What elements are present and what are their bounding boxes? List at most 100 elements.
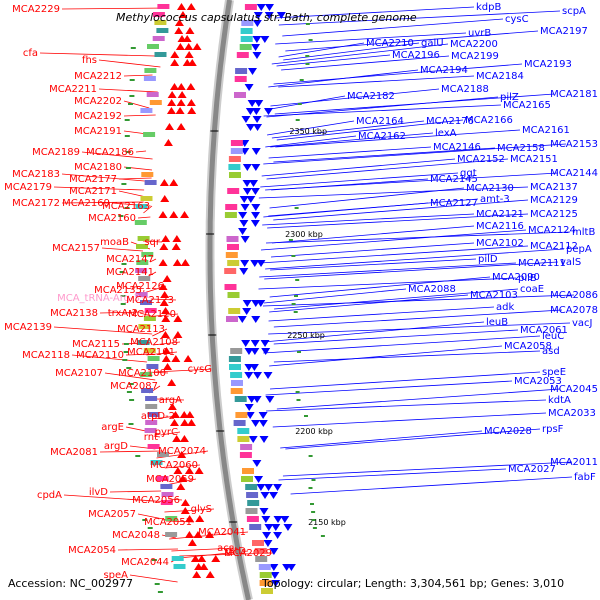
- gene-label-left[interactable]: MCA2180: [74, 162, 122, 173]
- gene-label-left[interactable]: speA: [103, 570, 128, 581]
- gene-label-right[interactable]: MCA2102: [476, 238, 524, 249]
- gene-label-right[interactable]: MCA2166: [465, 115, 513, 126]
- gene-label-right[interactable]: MCA2194: [420, 65, 468, 76]
- gene-label-left[interactable]: rnt: [144, 432, 158, 443]
- gene-label-left[interactable]: fhs: [82, 55, 97, 66]
- gene-label-right[interactable]: MCA2158: [497, 143, 545, 154]
- gene-label-left[interactable]: MCA2107: [55, 368, 103, 379]
- gene-label-left[interactable]: MCA2120: [128, 309, 176, 320]
- gene-label-right[interactable]: MCA2045: [550, 384, 598, 395]
- gene-label-right[interactable]: MCA2164: [356, 116, 404, 127]
- gene-label-left[interactable]: MCA2212: [74, 71, 122, 82]
- gene-label-left[interactable]: MCA2041: [198, 527, 246, 538]
- gene-label-left[interactable]: MCA2211: [49, 84, 97, 95]
- gene-label-left[interactable]: MCA2163: [102, 201, 150, 212]
- gene-label-right[interactable]: pilZ: [500, 92, 519, 103]
- gene-label-left[interactable]: MCA2177: [69, 174, 117, 185]
- gene-label-right[interactable]: coaE: [520, 284, 544, 295]
- gene-label-left[interactable]: MCA2157: [52, 243, 100, 254]
- gene-label-left[interactable]: MCA2179: [4, 182, 52, 193]
- gene-label-right[interactable]: vacJ: [572, 318, 593, 329]
- gene-label-left[interactable]: MCA2186: [86, 147, 134, 158]
- gene-label-right[interactable]: MCA2124: [528, 225, 576, 236]
- gene-label-left[interactable]: MCA2051: [144, 517, 192, 528]
- gene-label-right[interactable]: MCA2103: [470, 290, 518, 301]
- gene-label-left[interactable]: MCA2229: [12, 4, 60, 15]
- gene-label-right[interactable]: MCA2130: [466, 183, 514, 194]
- gene-label-left[interactable]: MCA2108: [130, 337, 178, 348]
- gene-label-left[interactable]: MCA2059: [146, 474, 194, 485]
- gene-label-right[interactable]: MCA2153: [550, 139, 598, 150]
- gene-label-left[interactable]: sqr: [144, 237, 161, 248]
- gene-label-left[interactable]: argA: [159, 395, 182, 406]
- gene-label-left[interactable]: MCA2081: [50, 447, 98, 458]
- gene-label-left[interactable]: argE: [101, 422, 124, 433]
- gene-label-right[interactable]: MCA2011: [550, 457, 598, 468]
- gene-label-left[interactable]: argD: [104, 441, 128, 452]
- gene-label-right[interactable]: pilB: [518, 273, 537, 284]
- gene-label-right[interactable]: leuC: [542, 331, 564, 342]
- gene-label-left[interactable]: gltD: [225, 546, 246, 557]
- gene-label-left[interactable]: MCA2135: [94, 285, 142, 296]
- gene-label-left[interactable]: MCA2141: [106, 267, 154, 278]
- gene-label-right[interactable]: MCA2121: [476, 209, 524, 220]
- gene-label-right[interactable]: MCA2151: [510, 154, 558, 165]
- gene-label-right[interactable]: kdpB: [476, 2, 501, 13]
- gene-label-right[interactable]: MCA2125: [530, 209, 578, 220]
- gene-label-left[interactable]: MCA2169: [62, 198, 110, 209]
- gene-label-right[interactable]: speE: [542, 367, 566, 378]
- gene-label-left[interactable]: MCA2087: [110, 381, 158, 392]
- gene-label-right[interactable]: MCA2144: [550, 168, 598, 179]
- gene-label-right[interactable]: pilD: [478, 254, 498, 265]
- gene-label-right[interactable]: MCA2061: [520, 325, 568, 336]
- gene-label-left[interactable]: MCA2138: [50, 308, 98, 319]
- gene-label-right[interactable]: MCA2182: [347, 91, 395, 102]
- gene-label-left[interactable]: moaB: [100, 237, 129, 248]
- gene-label-left[interactable]: MCA2126: [116, 281, 164, 292]
- gene-label-left[interactable]: MCA2113: [117, 324, 165, 335]
- gene-label-right[interactable]: MCA2181: [550, 89, 598, 100]
- gene-label-left[interactable]: trxA-2: [108, 308, 138, 319]
- gene-label-right[interactable]: asd: [542, 346, 560, 357]
- gene-label-right[interactable]: MCA2200: [450, 39, 498, 50]
- gene-label-right[interactable]: adk: [496, 302, 514, 313]
- gene-label-left[interactable]: pyrC: [155, 427, 178, 438]
- gene-label-right[interactable]: MCA2078: [550, 305, 598, 316]
- gene-label-right[interactable]: MCA2028: [484, 426, 532, 437]
- gene-label-left[interactable]: atpD-2: [141, 411, 175, 422]
- gene-label-right[interactable]: MCA2088: [408, 284, 456, 295]
- gene-label-right[interactable]: MCA2090: [492, 272, 540, 283]
- gene-label-left[interactable]: MCA2054: [68, 545, 116, 556]
- gene-label-left[interactable]: MCA2172: [12, 198, 60, 209]
- gene-label-left[interactable]: cysG: [188, 364, 212, 375]
- gene-label-right[interactable]: fabF: [574, 472, 596, 483]
- gene-label-left[interactable]: MCA2029: [224, 548, 272, 559]
- gene-label-left[interactable]: MCA2191: [74, 126, 122, 137]
- gene-label-right[interactable]: ggt: [460, 168, 477, 179]
- gene-label-right[interactable]: MCA2086: [550, 290, 598, 301]
- gene-label-right[interactable]: amt-3: [480, 194, 510, 205]
- gene-label-left[interactable]: MCA2056: [132, 495, 180, 506]
- gene-label-left[interactable]: acs: [217, 543, 234, 554]
- gene-label-right[interactable]: MCA2184: [476, 71, 524, 82]
- gene-label-left[interactable]: MCA2110: [76, 350, 124, 361]
- gene-label-right[interactable]: MCA2162: [358, 131, 406, 142]
- gene-label-right[interactable]: MCA2027: [508, 464, 556, 475]
- gene-label-left[interactable]: glyS: [191, 504, 212, 515]
- gene-label-right[interactable]: MCA2193: [524, 59, 572, 70]
- gene-label-right[interactable]: MCA2033: [548, 408, 596, 419]
- gene-label-right[interactable]: leuB: [486, 317, 508, 328]
- gene-label-right[interactable]: MCA2127: [430, 198, 478, 209]
- gene-label-right[interactable]: MCA2188: [441, 84, 489, 95]
- gene-label-right[interactable]: MCA2058: [504, 341, 552, 352]
- gene-label-left[interactable]: cfa: [23, 48, 38, 59]
- gene-label-left[interactable]: MCA_tRNA-Arg-3: [57, 293, 140, 304]
- gene-label-left[interactable]: ilvD: [89, 487, 108, 498]
- gene-label-left[interactable]: MCA2123: [126, 295, 174, 306]
- gene-label-right[interactable]: MCA2137: [530, 182, 578, 193]
- gene-label-right[interactable]: galU: [421, 38, 444, 49]
- gene-label-left[interactable]: MCA2048: [112, 530, 160, 541]
- gene-label-right[interactable]: rpsF: [542, 424, 564, 435]
- gene-label-right[interactable]: MCA2165: [503, 100, 551, 111]
- gene-label-right[interactable]: MCA2152: [457, 154, 505, 165]
